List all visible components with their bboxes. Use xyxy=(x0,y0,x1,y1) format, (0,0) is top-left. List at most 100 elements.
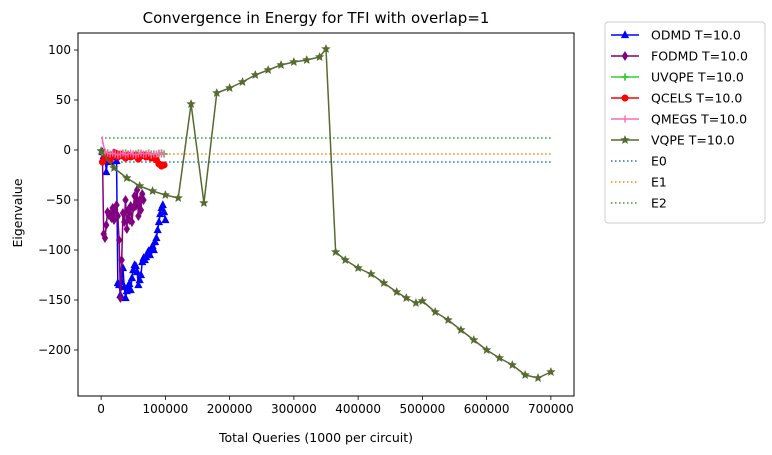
chart-title: Convergence in Energy for TFI with overl… xyxy=(143,9,490,27)
data-point-s0-23 xyxy=(127,273,137,282)
legend-label: QMEGS T=10.0 xyxy=(651,112,747,127)
legend-marker xyxy=(621,73,629,81)
data-point-s1-18 xyxy=(122,195,129,205)
data-point-s5-33 xyxy=(494,352,505,363)
data-point-s5-22 xyxy=(366,268,376,279)
data-point-s0-40 xyxy=(149,245,158,254)
x-tick-label: 700000 xyxy=(528,402,574,416)
data-point-s0-42 xyxy=(152,233,161,242)
data-point-s1-14 xyxy=(117,293,124,303)
y-tick-label: −150 xyxy=(38,293,71,307)
data-point-s5-6 xyxy=(173,192,184,203)
x-tick-label: 500000 xyxy=(399,402,445,416)
data-point-s5-15 xyxy=(289,56,299,67)
data-point-s5-35 xyxy=(520,369,531,380)
legend: ODMD T=10.0 FODMD T=10.0 UVQPE T=10.0 QCELS… xyxy=(604,21,766,224)
axes: 0 100000 200000 300000 400000 500000 600000 700… xyxy=(38,43,574,416)
series-0 xyxy=(98,147,170,302)
data-point-s5-36 xyxy=(533,372,543,383)
data-point-s5-25 xyxy=(401,292,412,303)
data-point-s0-37 xyxy=(145,250,155,259)
data-point-s1-19 xyxy=(123,224,130,234)
data-point-s5-29 xyxy=(443,314,453,325)
legend-label: FODMD T=10.0 xyxy=(651,49,748,64)
legend-label: E2 xyxy=(651,196,667,211)
data-point-s5-10 xyxy=(224,82,235,93)
data-point-s5-18 xyxy=(321,43,331,54)
x-tick-label: 100000 xyxy=(142,402,188,416)
data-point-s0-29 xyxy=(135,275,144,284)
legend-entry: FODMD T=10.0 xyxy=(611,49,748,64)
data-point-s5-0 xyxy=(96,145,106,156)
legend-entry: E1 xyxy=(611,175,667,190)
data-point-s5-14 xyxy=(276,59,286,70)
data-point-s1-28 xyxy=(135,211,142,221)
legend-label: VQPE T=10.0 xyxy=(651,133,735,148)
series-line-5 xyxy=(100,48,552,379)
series-5 xyxy=(96,43,556,383)
data-point-s5-37 xyxy=(546,366,556,377)
data-point-s0-41 xyxy=(151,237,160,246)
data-point-s5-34 xyxy=(507,359,518,370)
data-point-s1-3 xyxy=(103,220,110,230)
data-point-s0-18 xyxy=(121,293,130,302)
x-tick-label: 0 xyxy=(97,402,105,416)
data-point-s5-17 xyxy=(314,51,325,62)
data-point-s5-27 xyxy=(417,295,428,306)
legend-box xyxy=(604,21,766,224)
data-point-s5-4 xyxy=(147,185,158,196)
data-point-s5-26 xyxy=(411,297,421,308)
legend-marker xyxy=(621,94,629,102)
data-point-s5-1 xyxy=(109,162,119,173)
legend-entry: UVQPE T=10.0 xyxy=(611,70,744,85)
data-point-s5-19 xyxy=(330,246,341,257)
data-point-s5-5 xyxy=(160,189,171,200)
legend-label: ODMD T=10.0 xyxy=(651,28,741,43)
data-point-s1-30 xyxy=(137,205,145,215)
legend-entry: VQPE T=10.0 xyxy=(611,133,735,148)
legend-label: E0 xyxy=(651,154,667,169)
data-point-s5-7 xyxy=(186,98,196,109)
data-point-s1-17 xyxy=(121,217,128,227)
data-point-s5-3 xyxy=(134,180,145,191)
legend-label: QCELS T=10.0 xyxy=(651,91,742,106)
data-point-s1-2 xyxy=(101,233,109,243)
data-point-s0-49 xyxy=(161,215,170,224)
x-axis-label: Total Queries (1000 per circuit) xyxy=(218,430,413,445)
data-point-s1-15 xyxy=(118,255,125,265)
data-point-s1-12 xyxy=(114,211,121,221)
legend-marker xyxy=(620,134,630,145)
data-point-s1-11 xyxy=(113,200,120,210)
y-tick-label: −50 xyxy=(46,193,71,207)
data-point-s1-32 xyxy=(140,195,147,205)
data-point-s5-13 xyxy=(263,64,274,75)
data-point-s5-24 xyxy=(391,286,402,297)
data-point-s5-23 xyxy=(378,277,389,288)
data-point-s5-11 xyxy=(237,76,248,87)
data-point-s5-31 xyxy=(468,334,479,345)
data-point-s1-25 xyxy=(131,191,138,201)
data-point-s0-21 xyxy=(125,279,134,288)
data-point-s1-13 xyxy=(115,235,123,245)
data-point-s0-3 xyxy=(102,167,111,176)
data-point-s1-9 xyxy=(110,215,118,225)
data-point-s5-28 xyxy=(430,306,441,317)
series-1 xyxy=(99,148,147,303)
data-point-s0-22 xyxy=(126,285,135,294)
plot-area xyxy=(96,43,556,383)
data-point-s5-12 xyxy=(250,69,261,80)
data-point-s0-28 xyxy=(134,280,143,289)
legend-entry: QCELS T=10.0 xyxy=(611,91,742,106)
x-tick-label: 200000 xyxy=(207,402,253,416)
legend-label: UVQPE T=10.0 xyxy=(651,70,744,85)
legend-marker xyxy=(620,30,630,39)
data-point-s0-26 xyxy=(131,261,140,270)
y-tick-label: 100 xyxy=(48,43,71,57)
data-point-s0-44 xyxy=(154,217,164,226)
data-point-s5-8 xyxy=(199,197,209,208)
legend-entry: E2 xyxy=(611,196,667,211)
y-tick-label: −200 xyxy=(38,343,71,357)
data-point-s5-9 xyxy=(211,87,222,98)
data-point-s1-23 xyxy=(128,217,136,227)
